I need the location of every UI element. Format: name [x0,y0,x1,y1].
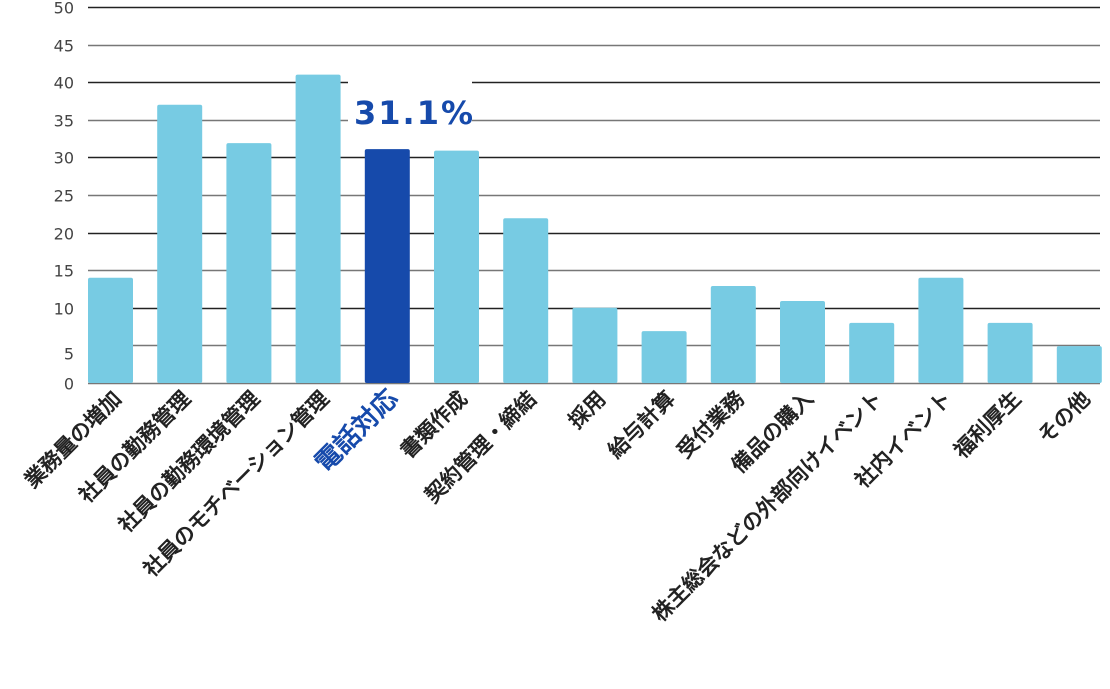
x-axis-labels: 業務量の増加社員の勤務管理社員の勤務環境管理社員のモチベーション管理電話対応書類… [20,383,1095,626]
x-tick-label: 福利厚生 [949,387,1026,464]
bar [1056,346,1102,383]
highlight-value-label: 31.1% [354,94,475,132]
annotation-background [348,80,472,138]
bar [226,143,272,383]
y-tick-label: 50 [54,0,74,18]
x-tick-label: 給与計算 [603,387,679,463]
y-axis-ticks: 0 5 10 15 20 25 30 35 40 45 50 [54,0,74,394]
y-tick-label: 35 [54,112,74,131]
bars [88,74,1102,384]
y-tick-label: 5 [64,344,74,363]
y-tick-label: 25 [54,187,74,206]
x-tick-label: その他 [1033,387,1095,449]
bar [364,149,410,383]
bar [88,277,133,383]
x-tick-label: 採用 [564,387,611,434]
bar [434,150,479,383]
bar [780,301,825,383]
y-tick-label: 40 [54,74,74,93]
bar [157,104,203,383]
bar [503,218,549,383]
bar [295,74,341,384]
y-tick-label: 20 [54,225,74,244]
y-tick-label: 45 [54,37,74,56]
bar [641,331,687,383]
y-tick-label: 10 [54,300,74,319]
bar [849,322,895,383]
bar [918,277,964,383]
bar [987,322,1033,383]
y-tick-label: 0 [64,375,74,394]
y-tick-label: 30 [54,149,74,168]
y-tick-label: 15 [54,262,74,281]
bar [572,307,618,383]
bar [710,285,756,383]
